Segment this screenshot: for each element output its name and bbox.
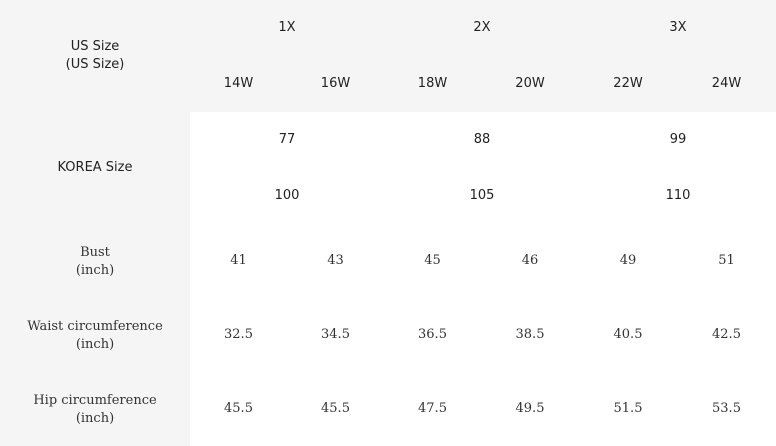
korea-size-110: 110 — [665, 188, 691, 203]
waist-value: 38.5 — [515, 327, 545, 342]
bust-value: 45 — [424, 253, 441, 268]
us-size-18w: 18W — [417, 76, 448, 91]
us-group-2x: 2X — [473, 20, 491, 35]
korea-size-99: 99 — [669, 132, 687, 147]
bust-label-line2: (inch) — [75, 263, 115, 278]
waist-label-line1: Waist circumference — [27, 319, 163, 334]
bust-label-line1: Bust — [80, 245, 110, 260]
hip-value: 45.5 — [321, 401, 350, 416]
bust-value: 41 — [230, 253, 247, 268]
korea-size-88: 88 — [473, 132, 491, 147]
us-size-label-line2: (US Size) — [65, 57, 125, 72]
hip-value: 49.5 — [515, 401, 545, 416]
hip-value: 51.5 — [613, 401, 643, 416]
waist-value: 34.5 — [321, 327, 350, 342]
waist-value: 40.5 — [613, 327, 643, 342]
bust-value: 49 — [619, 253, 637, 268]
header-band — [0, 0, 776, 112]
us-group-1x: 1X — [278, 20, 296, 35]
waist-value: 36.5 — [418, 327, 447, 342]
waist-label-line2: (inch) — [75, 337, 115, 352]
hip-label: Hip circumference (inch) — [0, 390, 190, 430]
us-size-24w: 24W — [711, 76, 742, 91]
bust-value: 46 — [521, 253, 539, 268]
hip-label-line2: (inch) — [75, 411, 115, 426]
korea-size-105: 105 — [469, 188, 495, 203]
label-column — [0, 112, 190, 446]
us-size-16w: 16W — [320, 76, 351, 91]
us-size-20w: 20W — [515, 76, 545, 91]
korea-size-100: 100 — [274, 188, 300, 203]
us-size-14w: 14W — [223, 76, 254, 91]
us-size-label: US Size (US Size) — [0, 28, 190, 84]
bust-value: 51 — [718, 253, 735, 268]
bust-label: Bust (inch) — [0, 242, 190, 282]
waist-value: 42.5 — [712, 327, 741, 342]
waist-label: Waist circumference (inch) — [0, 316, 190, 356]
us-size-22w: 22W — [613, 76, 643, 91]
hip-value: 53.5 — [712, 401, 741, 416]
korea-size-77: 77 — [278, 132, 296, 147]
hip-label-line1: Hip circumference — [33, 393, 157, 408]
hip-value: 45.5 — [224, 401, 253, 416]
hip-value: 47.5 — [418, 401, 447, 416]
us-size-label-line1: US Size — [70, 39, 120, 54]
us-group-3x: 3X — [669, 20, 687, 35]
korea-size-label: KOREA Size — [57, 160, 133, 175]
waist-value: 32.5 — [224, 327, 253, 342]
bust-value: 43 — [327, 253, 344, 268]
